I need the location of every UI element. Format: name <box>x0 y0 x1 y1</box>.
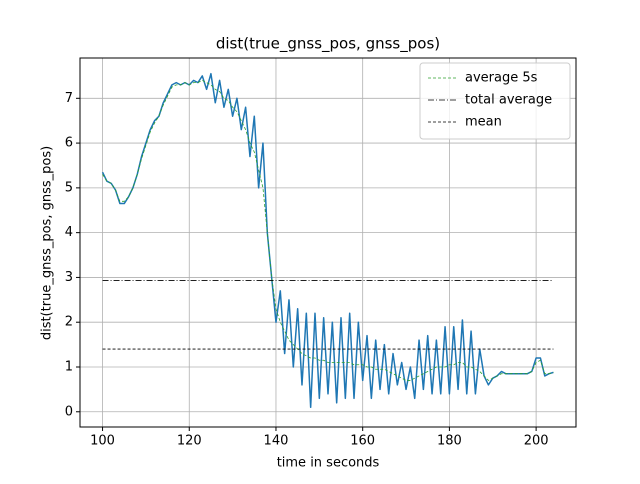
series-line <box>102 79 554 381</box>
legend-label: total average <box>465 93 552 108</box>
x-tick-label: 120 <box>177 434 202 449</box>
y-tick-label: 4 <box>65 225 73 240</box>
series-line <box>101 72 554 409</box>
x-tick-label: 200 <box>524 434 549 449</box>
legend-box <box>419 62 571 140</box>
y-tick-label: 1 <box>65 359 73 374</box>
y-tick-label: 6 <box>65 136 73 151</box>
y-tick-label: 7 <box>65 91 73 106</box>
legend-label: average 5s <box>465 71 538 86</box>
y-tick-label: 2 <box>65 315 73 330</box>
y-tick-label: 0 <box>65 404 73 419</box>
x-tick-label: 180 <box>437 434 462 449</box>
y-axis-label: dist(true_gnss_pos, gnss_pos) <box>40 146 55 340</box>
plot-frame <box>79 57 577 428</box>
chart-title: dist(true_gnss_pos, gnss_pos) <box>216 35 440 54</box>
legend-label: mean <box>465 115 502 130</box>
x-tick-label: 100 <box>90 434 115 449</box>
y-tick-label: 5 <box>65 180 73 195</box>
x-axis-label: time in seconds <box>277 456 380 471</box>
y-tick-label: 3 <box>65 270 73 285</box>
x-tick-label: 160 <box>350 434 375 449</box>
x-tick-label: 140 <box>264 434 289 449</box>
